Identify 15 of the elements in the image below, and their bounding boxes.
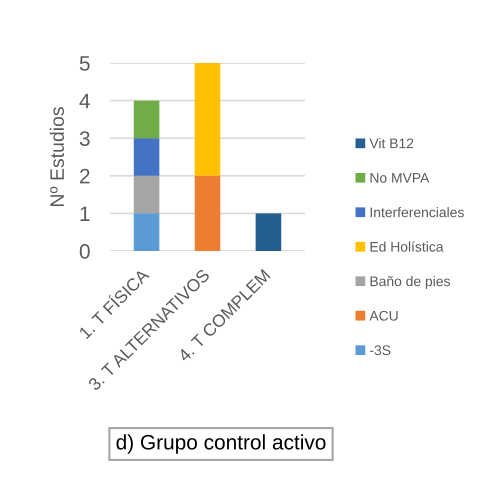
legend-label: Ed Holística — [370, 241, 444, 252]
y-tick-label: 2 — [80, 168, 90, 184]
y-tick-label: 5 — [80, 56, 90, 71]
legend-label: ACU — [369, 310, 398, 321]
y-tick-label: 4 — [79, 94, 90, 108]
text: d) Grupo control activo — [116, 434, 326, 454]
legend-label: No MVPA — [370, 173, 430, 183]
y-tick-label: 0 — [80, 244, 90, 259]
legend-label: Vit B12 — [369, 138, 414, 148]
y-axis-title: Nº Estudios — [50, 107, 64, 206]
legend-label: -3S — [370, 345, 390, 356]
y-tick-label: 1 — [80, 206, 90, 221]
y-tick-label: 3 — [80, 131, 90, 146]
legend-label: Interferenciales — [370, 207, 464, 218]
legend-label: Baño de pies — [370, 276, 450, 289]
